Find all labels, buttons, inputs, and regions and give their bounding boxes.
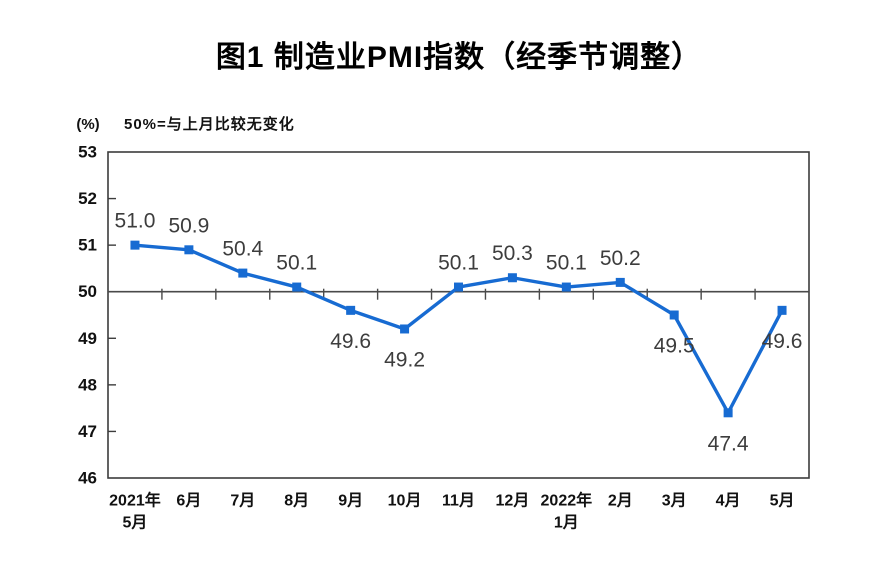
data-point-label: 49.5 <box>654 335 695 358</box>
data-point-label: 50.1 <box>276 252 317 275</box>
x-axis-tick-label: 1月 <box>554 514 579 532</box>
data-point-label: 49.2 <box>384 348 425 371</box>
data-point-label: 47.4 <box>708 432 749 455</box>
data-point-marker <box>454 282 463 292</box>
data-point-label: 49.6 <box>762 330 803 353</box>
x-axis-tick-label: 2021年 <box>109 491 161 510</box>
data-point-marker <box>777 305 787 315</box>
x-axis-tick-label: 6月 <box>176 492 201 510</box>
x-axis-tick-label: 5月 <box>123 514 148 532</box>
x-axis-tick-label: 2月 <box>608 492 633 510</box>
y-axis-tick-label: 51 <box>78 236 97 255</box>
data-point-marker <box>346 305 356 315</box>
data-point-marker <box>184 245 194 255</box>
data-point-marker <box>400 324 410 334</box>
x-axis-tick-label: 12月 <box>496 492 530 510</box>
x-axis-tick-label: 7月 <box>230 492 255 510</box>
data-point-marker <box>561 282 571 292</box>
data-point-marker <box>130 240 140 250</box>
data-point-label: 49.6 <box>330 330 371 353</box>
x-axis-tick-label: 8月 <box>284 492 309 510</box>
data-point-marker <box>292 282 302 292</box>
x-axis-tick-label: 10月 <box>388 492 422 510</box>
x-axis-tick-label: 11月 <box>442 492 475 510</box>
data-point-marker <box>238 268 248 278</box>
data-point-label: 50.2 <box>600 247 641 270</box>
y-axis-tick-label: 52 <box>78 189 97 208</box>
plot-border <box>107 151 810 479</box>
y-axis-tick-label: 50 <box>78 282 97 301</box>
x-axis-tick-label: 9月 <box>338 492 363 510</box>
x-axis-tick-label: 3月 <box>662 492 687 510</box>
y-axis-tick-label: 49 <box>78 329 97 348</box>
y-axis-unit-label: (%) <box>76 116 100 133</box>
y-axis-tick-label: 48 <box>78 375 97 394</box>
data-point-marker <box>723 408 733 418</box>
data-point-label: 51.0 <box>115 210 156 233</box>
data-point-marker <box>669 310 679 320</box>
x-axis-tick-label: 5月 <box>770 492 795 510</box>
x-axis-tick-label: 2022年 <box>541 491 593 510</box>
y-axis-tick-label: 46 <box>78 469 97 488</box>
data-point-marker <box>615 277 625 287</box>
y-axis-tick-label: 53 <box>78 143 97 162</box>
data-point-label: 50.1 <box>438 252 479 275</box>
data-point-marker <box>507 273 517 283</box>
data-point-label: 50.9 <box>168 214 209 237</box>
y-axis-tick-label: 47 <box>78 422 97 441</box>
data-point-label: 50.3 <box>492 242 533 265</box>
data-point-label: 50.1 <box>546 252 587 275</box>
data-point-label: 50.4 <box>222 238 263 261</box>
reference-line-note: 50%=与上月比较无变化 <box>124 116 295 133</box>
chart-title: 图1 制造业PMI指数（经季节调整） <box>215 41 703 74</box>
x-axis-tick-label: 4月 <box>716 492 741 510</box>
